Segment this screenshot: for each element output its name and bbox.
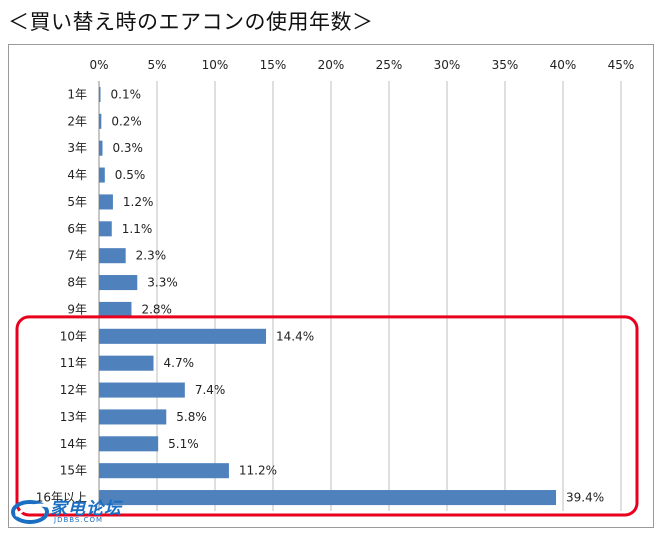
x-tick-label: 10% — [202, 58, 229, 72]
category-label: 9年 — [67, 302, 87, 316]
category-label: 8年 — [67, 276, 87, 290]
chart-frame: 0% 5% 10% 15% 20% 25% 30% 35% 40% 45% 1年 0.1% 2年 0.2%… — [8, 44, 654, 528]
x-tick-label: 35% — [492, 58, 519, 72]
data-label: 2.8% — [141, 302, 172, 316]
x-tick-label: 45% — [608, 58, 635, 72]
category-label: 10年 — [60, 329, 87, 343]
swoosh-icon — [11, 500, 49, 524]
data-label: 1.1% — [122, 222, 153, 236]
watermark-logo: 家电论坛 JDBBS.COM — [10, 494, 140, 530]
bar — [99, 113, 102, 129]
category-label: 14年 — [60, 437, 87, 451]
category-label: 6年 — [67, 222, 87, 236]
data-label: 4.7% — [164, 356, 195, 370]
x-tick-label: 30% — [434, 58, 461, 72]
category-label: 2年 — [67, 114, 87, 128]
bar — [99, 463, 229, 479]
bar — [99, 436, 159, 452]
bar — [99, 328, 267, 344]
watermark-subtext: JDBBS.COM — [54, 516, 104, 524]
data-label: 0.1% — [111, 87, 142, 101]
data-label: 5.1% — [168, 437, 199, 451]
category-label: 7年 — [67, 249, 87, 263]
bar — [99, 490, 557, 506]
category-label: 15年 — [60, 464, 87, 478]
x-tick-label: 40% — [550, 58, 577, 72]
bar-chart: 0% 5% 10% 15% 20% 25% 30% 35% 40% 45% 1年 0.1% 2年 0.2%… — [15, 58, 639, 517]
bar — [99, 86, 101, 102]
bar — [99, 221, 112, 237]
category-label: 13年 — [60, 410, 87, 424]
bar — [99, 167, 105, 183]
bar — [99, 275, 138, 291]
data-label: 0.2% — [111, 114, 142, 128]
bar — [99, 194, 113, 210]
bar — [99, 355, 154, 371]
bar — [99, 248, 126, 264]
bar — [99, 140, 103, 156]
bar — [99, 382, 185, 398]
data-label: 11.2% — [239, 464, 277, 478]
category-label: 11年 — [60, 356, 87, 370]
data-label: 3.3% — [147, 276, 178, 290]
bar — [99, 301, 132, 317]
highlight-box — [15, 315, 639, 517]
data-label: 1.2% — [123, 195, 154, 209]
data-label: 0.5% — [115, 168, 146, 182]
data-label: 14.4% — [276, 329, 314, 343]
watermark-text: 家电论坛 — [50, 499, 122, 519]
category-label: 1年 — [67, 87, 87, 101]
data-label: 0.3% — [112, 141, 143, 155]
x-tick-label: 15% — [260, 58, 287, 72]
x-tick-label: 20% — [318, 58, 345, 72]
page-title: ＜買い替え時のエアコンの使用年数＞ — [8, 10, 374, 34]
x-tick-label: 0% — [89, 58, 108, 72]
category-label: 5年 — [67, 195, 87, 209]
category-label: 3年 — [67, 141, 87, 155]
data-label: 5.8% — [176, 410, 207, 424]
x-tick-label: 5% — [147, 58, 166, 72]
x-tick-label: 25% — [376, 58, 403, 72]
category-label: 4年 — [67, 168, 87, 182]
data-label: 2.3% — [136, 249, 167, 263]
data-label: 39.4% — [566, 491, 604, 505]
category-label: 12年 — [60, 383, 87, 397]
bar — [99, 409, 167, 425]
category-label: 16年以上 — [36, 491, 87, 505]
data-label: 7.4% — [195, 383, 226, 397]
